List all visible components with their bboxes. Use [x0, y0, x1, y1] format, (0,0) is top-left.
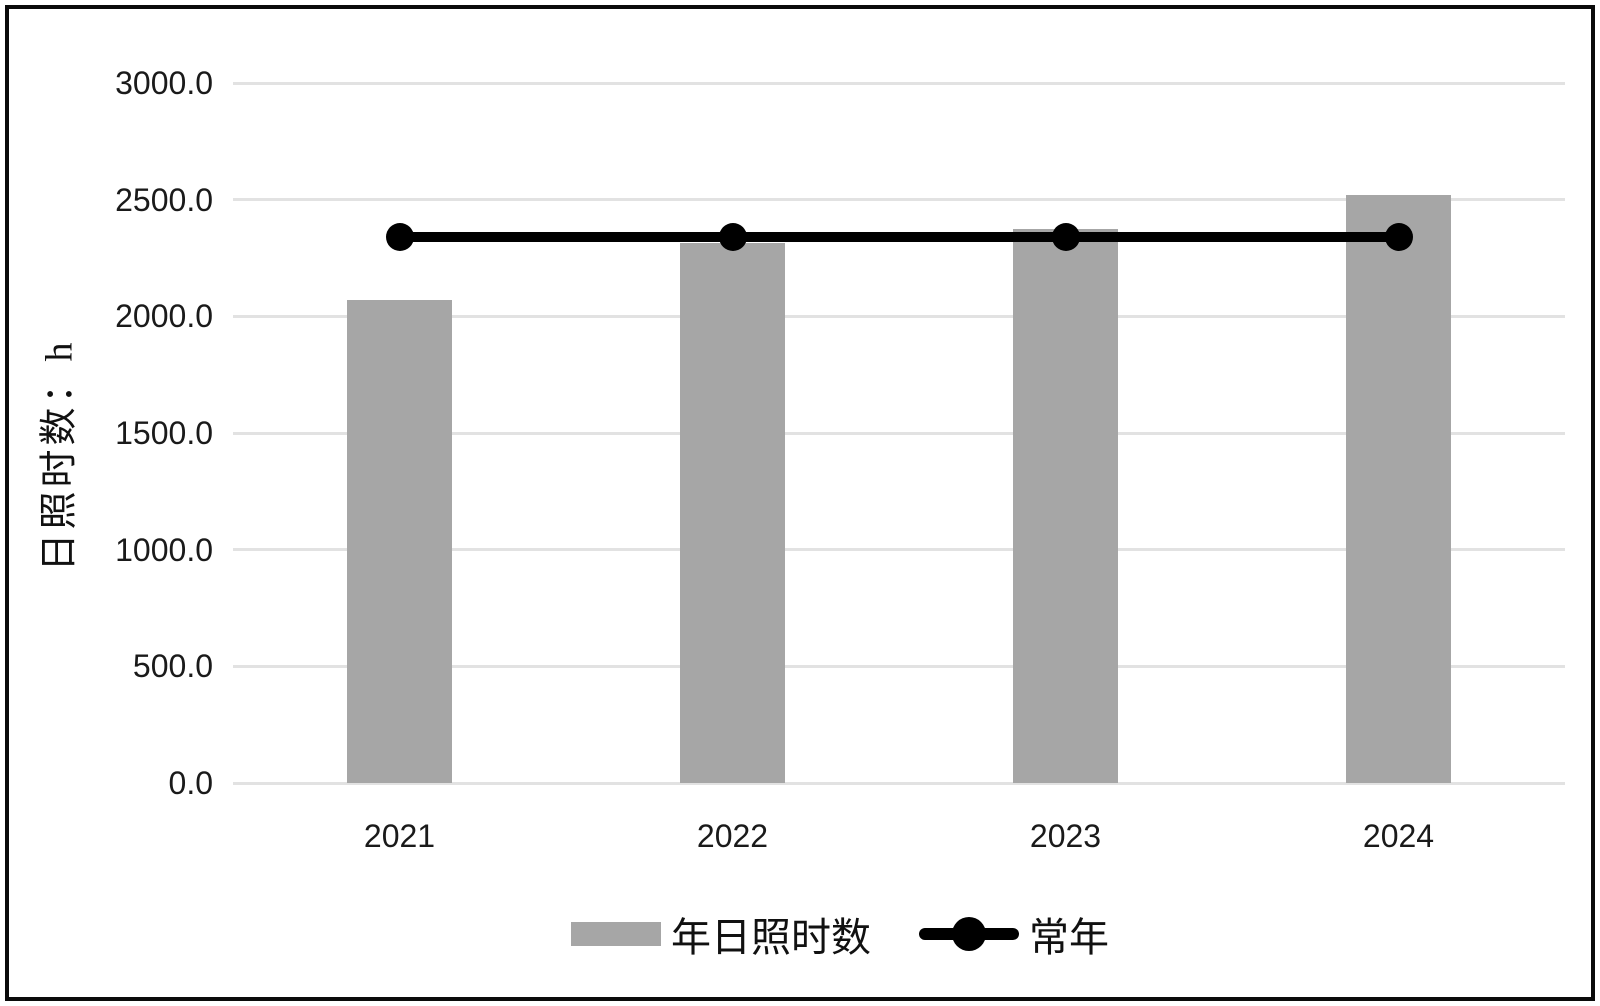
x-axis-tick-label: 2021 [363, 818, 436, 854]
line-point-2022 [718, 223, 747, 251]
line-point-2023 [1051, 223, 1080, 251]
gridline [233, 781, 1565, 785]
line-point-2024 [1384, 223, 1413, 251]
bar-2022 [680, 242, 785, 783]
bar-2024 [1346, 195, 1451, 783]
y-axis-tick-label: 3000.0 [115, 65, 213, 101]
x-axis-tick-label: 2022 [696, 818, 769, 854]
gridline [233, 314, 1565, 318]
legend-label-bar-series: 年日照时数 [671, 915, 871, 960]
gridline [233, 81, 1565, 85]
bar-2023 [1013, 228, 1118, 783]
legend-item-bar-series: 年日照时数 [571, 905, 871, 963]
y-axis-tick-label: 0.0 [168, 765, 213, 801]
legend-label-line-series: 常年 [1029, 915, 1109, 960]
gridline [233, 431, 1565, 435]
legend-item-line-series: 常年 [919, 905, 1109, 963]
line-point-2021 [385, 223, 414, 251]
x-axis-tick-label: 2023 [1029, 818, 1102, 854]
y-axis-tick-label: 500.0 [132, 648, 213, 685]
y-axis-tick-label: 1000.0 [115, 531, 213, 568]
line-series-segment [399, 232, 1399, 242]
y-axis-tick-label: 2000.0 [115, 298, 213, 335]
bar-2021 [347, 300, 452, 783]
gridline [233, 664, 1565, 668]
gridline [233, 198, 1565, 202]
x-axis-tick-label: 2024 [1362, 818, 1435, 854]
y-axis-tick-label: 2500.0 [115, 181, 213, 218]
bar-swatch-icon [571, 922, 661, 946]
legend: 年日照时数 常年 [0, 902, 1600, 966]
gridline [233, 548, 1565, 552]
y-axis-tick-label: 1500.0 [115, 415, 213, 451]
line-dot-marker-icon [919, 917, 1019, 951]
